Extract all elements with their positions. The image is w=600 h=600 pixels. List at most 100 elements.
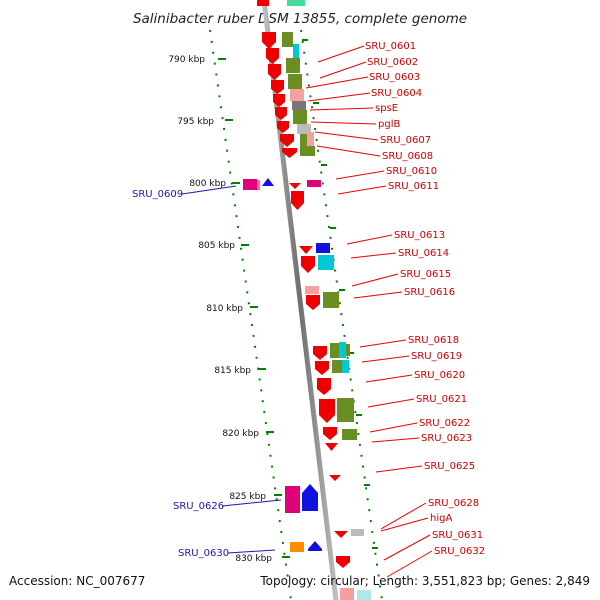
gene-label[interactable]: SRU_0609 (132, 189, 183, 200)
gene-arrow (273, 94, 285, 107)
gene-cluster-805 (299, 243, 334, 273)
gene-block (332, 360, 342, 373)
gene-cluster-830 (290, 541, 371, 600)
gene-label[interactable]: SRU_0607 (380, 135, 431, 146)
gene-block (323, 292, 339, 308)
gene-arrow (317, 378, 331, 395)
gene-block (337, 398, 354, 422)
callout-lines-right (305, 45, 433, 578)
kbp-label: 800 kbp (189, 179, 226, 189)
gene-label[interactable]: SRU_0615 (400, 269, 451, 280)
gene-block (306, 132, 314, 146)
gene-arrow (313, 346, 327, 360)
accession-text: Accession: NC_007677 (9, 574, 146, 588)
gene-arrow (266, 48, 279, 64)
gene-arrow (262, 32, 276, 49)
gene-arrow (275, 107, 287, 120)
gene-label[interactable]: SRU_0614 (398, 248, 449, 259)
gene-block (342, 360, 349, 373)
gene-arrow (262, 178, 274, 186)
gene-label[interactable]: SRU_0630 (178, 548, 229, 559)
gene-block (288, 74, 302, 89)
gene-label[interactable]: SRU_0623 (421, 433, 472, 444)
gene-arrow (271, 80, 284, 94)
gene-label[interactable]: SRU_0613 (394, 230, 445, 241)
gene-block (285, 486, 300, 513)
gene-arrow (268, 64, 281, 80)
gene-block (287, 0, 305, 6)
gene-block (286, 58, 300, 73)
gene-block (357, 590, 371, 600)
gene-label[interactable]: SRU_0618 (408, 335, 459, 346)
ruler-track-outer (209, 29, 292, 600)
gene-label[interactable]: SRU_0631 (432, 530, 483, 541)
gene-label[interactable]: SRU_0602 (367, 57, 418, 68)
gene-label[interactable]: SRU_0608 (382, 151, 433, 162)
gene-label[interactable]: pglB (378, 119, 400, 130)
gene-block (330, 343, 339, 358)
gene-block (293, 44, 299, 58)
gene-block (290, 542, 304, 552)
gene-label[interactable]: SRU_0610 (386, 166, 437, 177)
gene-label[interactable]: SRU_0603 (369, 72, 420, 83)
inner-ticks (302, 39, 378, 549)
gene-arrow (277, 121, 289, 133)
topology-text: Topology: circular; Length: 3,551,823 bp… (260, 574, 590, 588)
gene-cluster-815 (313, 342, 350, 395)
gene-label[interactable]: higA (430, 513, 452, 524)
gene-block (300, 134, 307, 156)
gene-block (305, 286, 319, 294)
gene-label[interactable]: SRU_0601 (365, 41, 416, 52)
gene-block (243, 179, 257, 190)
gene-block (290, 89, 304, 101)
gene-label[interactable]: spsE (375, 103, 398, 114)
gene-label[interactable]: SRU_0611 (388, 181, 439, 192)
gene-arrow (319, 399, 335, 423)
gene-arrow (280, 134, 294, 147)
gene-cluster-800 (243, 178, 321, 210)
gene-block (339, 342, 346, 358)
gene-arrow (325, 443, 338, 451)
gene-arrow (323, 427, 337, 440)
kbp-label: 810 kbp (206, 304, 243, 314)
gene-block (318, 255, 334, 270)
kbp-label: 805 kbp (198, 241, 235, 251)
gene-label[interactable]: SRU_0604 (371, 88, 422, 99)
gene-label[interactable]: SRU_0626 (173, 501, 224, 512)
gene-label[interactable]: SRU_0620 (414, 370, 465, 381)
gene-labels-right: SRU_0601 SRU_0602 SRU_0603 SRU_0604 spsE… (365, 41, 485, 557)
kbp-axis: 790 kbp 795 kbp 800 kbp 805 kbp 810 kbp … (168, 55, 290, 564)
ruler-track-inner (300, 29, 383, 600)
gene-arrow (299, 246, 313, 254)
gene-label[interactable]: SRU_0622 (419, 418, 470, 429)
gene-arrow (302, 484, 318, 511)
gene-block (292, 101, 306, 110)
callout-line (221, 499, 282, 507)
gene-block (282, 32, 293, 47)
gene-block (307, 180, 321, 187)
gene-label[interactable]: SRU_0628 (428, 498, 479, 509)
gene-block (293, 110, 307, 124)
gene-arrow (336, 556, 350, 568)
gene-label[interactable]: SRU_0616 (404, 287, 455, 298)
gene-arrow (334, 531, 348, 538)
gene-block (297, 124, 311, 134)
gene-block (307, 146, 315, 156)
gene-label[interactable]: SRU_0632 (434, 546, 485, 557)
gene-label[interactable]: SRU_0619 (411, 351, 462, 362)
gene-label[interactable]: SRU_0625 (424, 461, 475, 472)
gene-labels-left: SRU_0609 SRU_0626 SRU_0630 (132, 185, 282, 559)
gene-block (351, 529, 364, 536)
gene-cluster-825 (285, 484, 364, 538)
gene-arrow (289, 183, 301, 189)
gene-block (257, 0, 269, 6)
gene-label[interactable]: SRU_0621 (416, 394, 467, 405)
gene-cluster-upper (262, 32, 297, 158)
gene-cluster-820 (319, 398, 357, 481)
gene-block (340, 588, 354, 600)
kbp-label: 825 kbp (229, 492, 266, 502)
gene-cluster-810 (305, 286, 339, 310)
gene-arrow (291, 191, 304, 210)
gene-blocks-upper (282, 32, 315, 156)
